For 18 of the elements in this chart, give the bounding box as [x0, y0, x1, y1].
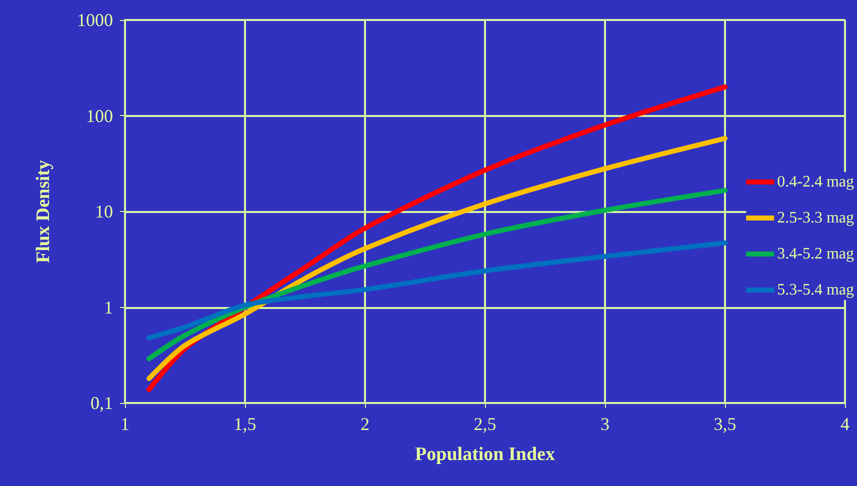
x-axis-title: Population Index [415, 444, 556, 465]
y-axis-title: Flux Density [33, 160, 54, 263]
x-tick-label: 2 [360, 414, 370, 434]
y-tick-label: 1 [104, 297, 113, 318]
x-tick-label: 4 [840, 414, 850, 434]
x-tick-label: 1,5 [234, 414, 256, 434]
y-tick-label: 1000 [77, 10, 113, 30]
x-tick-label: 3,5 [714, 414, 736, 434]
legend-label: 3.4-5.2 mag [777, 246, 854, 262]
y-tick-label: 100 [86, 106, 113, 126]
legend-label: 2.5-3.3 mag [777, 210, 854, 226]
legend-label: 5.3-5.4 mag [777, 282, 854, 298]
y-tick-label: 0,1 [90, 393, 113, 413]
y-tick-label: 10 [95, 202, 113, 222]
x-tick-label: 1 [120, 414, 130, 434]
legend-label: 0.4-2.4 mag [777, 174, 854, 190]
x-tick-label: 3 [600, 414, 610, 434]
x-tick-label: 2,5 [474, 414, 496, 434]
